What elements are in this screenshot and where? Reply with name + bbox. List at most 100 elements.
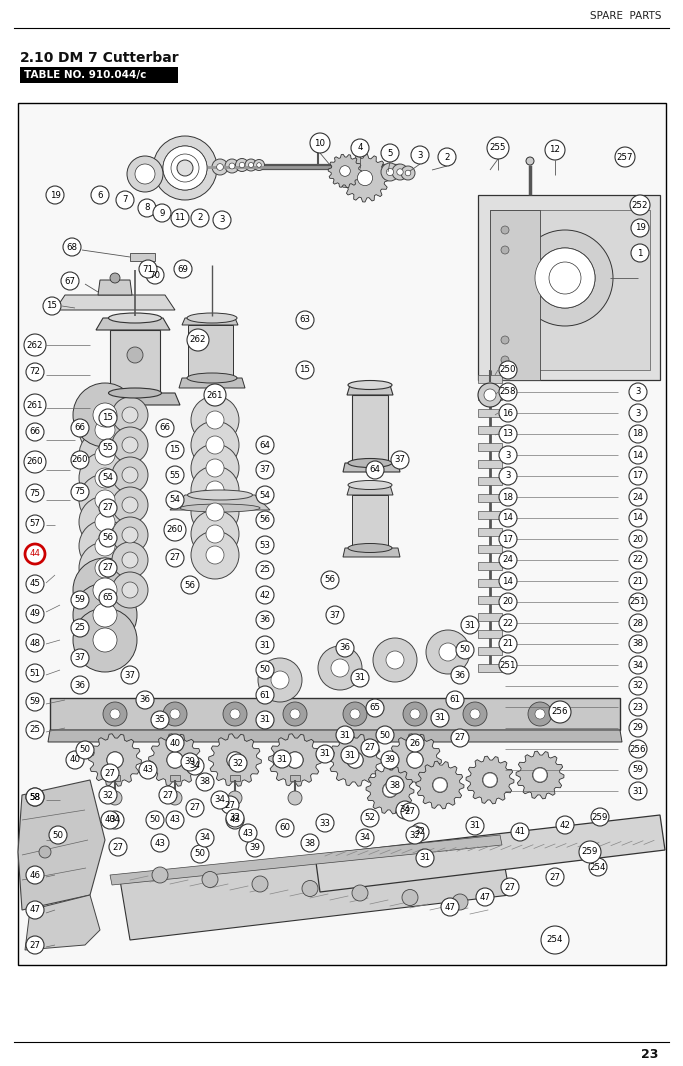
Circle shape (499, 425, 517, 443)
Circle shape (43, 297, 61, 314)
Circle shape (204, 384, 226, 406)
Circle shape (26, 364, 44, 381)
Circle shape (629, 782, 647, 800)
Circle shape (411, 146, 429, 164)
Circle shape (151, 834, 169, 852)
Circle shape (356, 829, 374, 847)
Circle shape (401, 803, 419, 821)
Circle shape (361, 739, 379, 757)
Text: 27: 27 (505, 883, 516, 891)
Circle shape (49, 826, 67, 844)
Text: 45: 45 (29, 580, 40, 588)
Text: 56: 56 (260, 516, 270, 524)
Polygon shape (516, 752, 564, 798)
Text: 47: 47 (479, 892, 490, 902)
Text: 75: 75 (74, 487, 85, 497)
Text: 251: 251 (630, 598, 646, 607)
Circle shape (206, 524, 224, 543)
Text: 2: 2 (444, 152, 449, 162)
Circle shape (499, 508, 517, 527)
Text: 56: 56 (102, 533, 113, 543)
Circle shape (461, 616, 479, 634)
Text: 260: 260 (27, 457, 43, 467)
Circle shape (236, 159, 249, 172)
Circle shape (166, 734, 184, 752)
Circle shape (326, 605, 344, 624)
Text: 51: 51 (29, 668, 40, 678)
Text: 256: 256 (630, 744, 646, 754)
Circle shape (127, 348, 143, 364)
Text: 64: 64 (260, 440, 270, 450)
Polygon shape (182, 318, 238, 325)
Text: 262: 262 (27, 340, 43, 350)
Circle shape (629, 404, 647, 422)
Circle shape (206, 459, 224, 477)
Circle shape (95, 512, 115, 532)
Circle shape (283, 702, 307, 726)
Circle shape (528, 702, 552, 726)
Text: 261: 261 (207, 390, 223, 400)
Circle shape (151, 711, 169, 729)
Circle shape (499, 551, 517, 569)
Circle shape (186, 757, 204, 775)
Circle shape (164, 519, 186, 542)
Circle shape (71, 591, 89, 609)
Text: 256: 256 (552, 708, 568, 716)
Circle shape (228, 791, 242, 805)
Circle shape (466, 817, 484, 835)
Circle shape (95, 490, 115, 510)
Circle shape (484, 389, 496, 401)
Circle shape (336, 726, 354, 744)
Circle shape (95, 445, 115, 465)
Text: 32: 32 (410, 830, 421, 840)
Circle shape (501, 336, 509, 344)
Text: 34: 34 (109, 815, 120, 824)
Circle shape (271, 671, 289, 689)
Text: 259: 259 (582, 847, 598, 856)
Circle shape (168, 791, 182, 805)
Circle shape (163, 146, 207, 190)
Polygon shape (490, 210, 650, 370)
Bar (478, 630, 502, 637)
Bar (478, 528, 502, 536)
Circle shape (256, 561, 274, 579)
Circle shape (191, 421, 239, 469)
Text: 55: 55 (102, 443, 113, 452)
Text: 66: 66 (29, 427, 40, 436)
Text: 68: 68 (66, 242, 77, 252)
Circle shape (314, 139, 322, 147)
Text: 43: 43 (143, 765, 154, 775)
Circle shape (181, 753, 199, 771)
Text: 63: 63 (300, 316, 311, 324)
Text: 27: 27 (550, 872, 561, 882)
Text: 37: 37 (329, 611, 341, 619)
Circle shape (159, 786, 177, 804)
Text: 1: 1 (637, 248, 643, 258)
Text: 36: 36 (74, 680, 85, 690)
Circle shape (79, 474, 131, 526)
Text: 25: 25 (74, 624, 85, 632)
Circle shape (71, 676, 89, 694)
Circle shape (170, 709, 180, 718)
Circle shape (499, 593, 517, 611)
Text: 40: 40 (104, 815, 115, 824)
Circle shape (499, 361, 517, 379)
Circle shape (310, 133, 330, 154)
Circle shape (406, 734, 424, 752)
Text: 38: 38 (305, 839, 316, 847)
Circle shape (579, 841, 601, 863)
Circle shape (452, 894, 468, 910)
Polygon shape (343, 548, 400, 558)
Bar (478, 477, 502, 485)
Circle shape (26, 664, 44, 682)
Circle shape (112, 517, 148, 553)
Circle shape (112, 397, 148, 433)
Bar (478, 613, 502, 621)
Circle shape (478, 383, 502, 407)
Circle shape (533, 768, 548, 782)
Circle shape (226, 809, 244, 827)
Circle shape (483, 773, 497, 787)
Circle shape (629, 425, 647, 443)
Circle shape (501, 246, 509, 254)
Polygon shape (89, 733, 141, 787)
